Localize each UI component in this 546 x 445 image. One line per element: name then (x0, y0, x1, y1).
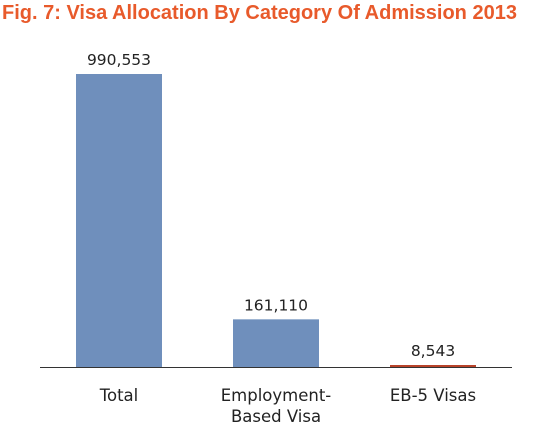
data-label-2: 161,110 (244, 296, 308, 314)
bar-1 (76, 74, 162, 367)
category-label-1: Total (99, 386, 139, 405)
data-label-3: 8,543 (411, 342, 455, 360)
category-label-2-line-2: Based Visa (231, 407, 321, 426)
category-label-2-line-1: Employment- (221, 386, 332, 405)
chart-title: Fig. 7: Visa Allocation By Category Of A… (2, 2, 517, 24)
bar-3 (390, 365, 476, 367)
category-label-3: EB-5 Visas (390, 386, 476, 405)
data-label-1: 990,553 (87, 51, 151, 69)
bar-2 (233, 319, 319, 367)
